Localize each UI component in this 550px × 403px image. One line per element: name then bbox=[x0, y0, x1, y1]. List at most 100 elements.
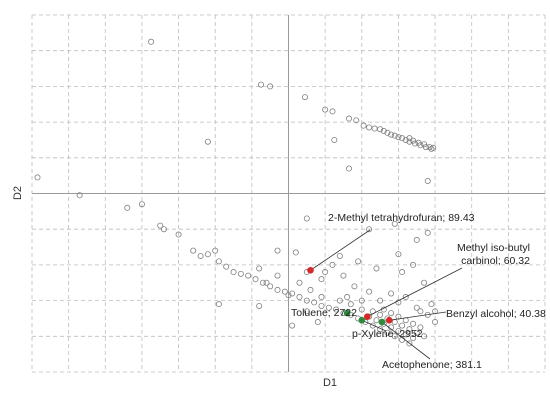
data-point bbox=[391, 333, 398, 340]
data-point bbox=[406, 138, 413, 145]
highlighted-point bbox=[385, 316, 393, 324]
data-point bbox=[160, 226, 167, 233]
data-point bbox=[388, 131, 395, 138]
annotation-label: Toluene; 2722 bbox=[291, 307, 357, 319]
data-point bbox=[399, 322, 406, 329]
data-point bbox=[384, 129, 391, 136]
data-point bbox=[237, 270, 244, 277]
data-point bbox=[369, 322, 376, 329]
annotation-label: Benzyl alcohol; 40.38 bbox=[446, 308, 546, 320]
data-point bbox=[331, 136, 338, 143]
data-point bbox=[417, 308, 424, 315]
data-point bbox=[406, 326, 413, 333]
data-point bbox=[215, 301, 222, 308]
axes bbox=[32, 15, 545, 372]
leader-line bbox=[381, 321, 431, 360]
data-point bbox=[212, 247, 219, 254]
data-point bbox=[424, 178, 431, 185]
data-point bbox=[355, 258, 362, 265]
leader-line bbox=[367, 267, 463, 318]
data-point bbox=[336, 297, 343, 304]
data-point bbox=[204, 251, 211, 258]
data-point bbox=[175, 231, 182, 238]
data-point bbox=[333, 306, 340, 313]
data-point bbox=[223, 263, 230, 270]
annotation-label: Methyl iso-butyl carbinol; 60.32 bbox=[457, 242, 530, 267]
data-point bbox=[413, 236, 420, 243]
data-point bbox=[314, 319, 321, 326]
data-point bbox=[373, 265, 380, 272]
data-point bbox=[204, 138, 211, 145]
data-point bbox=[292, 249, 299, 256]
data-point bbox=[281, 288, 288, 295]
data-point bbox=[395, 251, 402, 258]
highlighted-point bbox=[358, 316, 366, 324]
data-point bbox=[76, 192, 83, 199]
data-point bbox=[197, 252, 204, 259]
data-point bbox=[157, 222, 164, 229]
data-point bbox=[345, 115, 352, 122]
data-point bbox=[215, 258, 222, 265]
data-point bbox=[296, 294, 303, 301]
data-point bbox=[318, 294, 325, 301]
data-point bbox=[301, 94, 308, 101]
data-point bbox=[410, 335, 417, 342]
data-point bbox=[424, 229, 431, 236]
data-point bbox=[413, 329, 420, 336]
annotation-label: p-Xylene; 2952 bbox=[352, 328, 423, 340]
data-point bbox=[322, 269, 329, 276]
data-point bbox=[296, 279, 303, 286]
data-point bbox=[384, 329, 391, 336]
data-point bbox=[322, 106, 329, 113]
data-point bbox=[303, 215, 310, 222]
data-point bbox=[388, 290, 395, 297]
background-points bbox=[34, 38, 439, 347]
data-point bbox=[252, 276, 259, 283]
data-point bbox=[371, 125, 378, 132]
data-point bbox=[410, 261, 417, 268]
data-point bbox=[289, 322, 296, 329]
data-point bbox=[318, 302, 325, 309]
data-point bbox=[336, 252, 343, 259]
leader-line bbox=[389, 311, 447, 321]
highlighted-point bbox=[307, 266, 314, 274]
data-point bbox=[285, 292, 292, 299]
data-point bbox=[34, 174, 41, 181]
data-point bbox=[415, 139, 422, 146]
data-point bbox=[373, 317, 380, 324]
annotation-label: 2-Methyl tetrahydrofuran; 89.43 bbox=[328, 212, 475, 224]
data-point bbox=[245, 272, 252, 279]
data-point bbox=[421, 279, 428, 286]
data-point bbox=[190, 247, 197, 254]
data-point bbox=[258, 81, 265, 88]
data-point bbox=[344, 294, 351, 301]
leader-line bbox=[361, 319, 387, 332]
annotation-label: Acetophenone; 381.1 bbox=[382, 359, 482, 371]
data-point bbox=[417, 324, 424, 331]
data-point bbox=[124, 204, 131, 211]
annotation-leaders bbox=[310, 229, 463, 360]
data-point bbox=[406, 340, 413, 347]
data-point bbox=[345, 165, 352, 172]
data-point bbox=[366, 226, 373, 233]
data-point bbox=[391, 220, 398, 227]
data-point bbox=[391, 319, 398, 326]
data-point bbox=[318, 276, 325, 283]
data-point bbox=[259, 279, 266, 286]
data-point bbox=[413, 304, 420, 311]
data-point bbox=[377, 126, 384, 133]
data-point bbox=[410, 320, 417, 327]
data-point bbox=[353, 117, 360, 124]
data-point bbox=[358, 297, 365, 304]
data-point bbox=[432, 319, 439, 326]
data-point bbox=[274, 272, 281, 279]
data-point bbox=[347, 301, 354, 308]
data-point bbox=[307, 286, 314, 293]
annotation-labels: 2-Methyl tetrahydrofuran; 89.43 Methyl is… bbox=[291, 212, 546, 371]
data-point bbox=[391, 132, 398, 139]
data-point bbox=[274, 286, 281, 293]
data-point bbox=[267, 83, 274, 90]
data-point bbox=[377, 311, 384, 318]
data-point bbox=[256, 265, 263, 272]
